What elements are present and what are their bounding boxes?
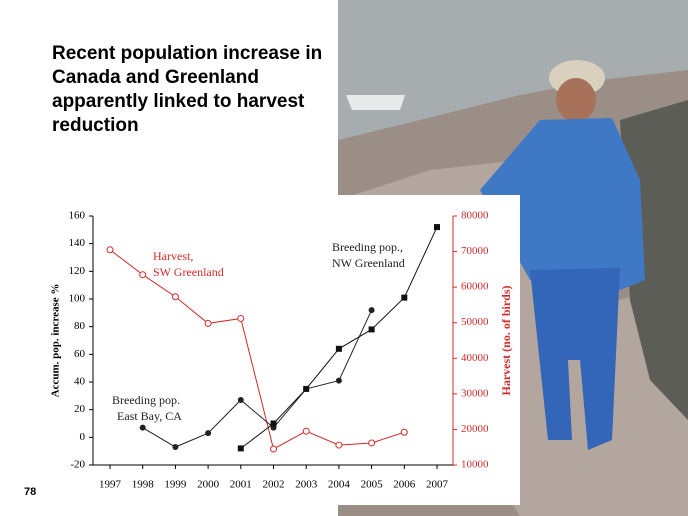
photo-jacket: [480, 118, 645, 290]
y2-tick-label: 30000: [461, 387, 489, 399]
data-point: [368, 307, 375, 314]
title-line: reduction: [52, 115, 139, 136]
data-point: [368, 326, 375, 333]
x-tick-label: 1998: [132, 479, 155, 491]
data-point: [368, 439, 376, 447]
y-tick-label: 60: [74, 348, 86, 360]
series-line: [142, 309, 373, 448]
y-tick-label: 100: [69, 293, 86, 305]
y-tick-label: 20: [74, 403, 86, 415]
data-point: [270, 420, 277, 427]
data-point: [237, 314, 245, 322]
title-line: Recent population increase in: [52, 43, 322, 64]
y2-axis-label: Harvest (no. of birds): [499, 286, 513, 396]
y-tick-label: 160: [69, 210, 86, 222]
chart-background: [35, 195, 520, 505]
y-tick-label: 120: [69, 265, 86, 277]
title-line: Canada and Greenland: [52, 67, 259, 88]
data-point: [171, 293, 179, 301]
title-line: apparently linked to harvest: [52, 91, 305, 112]
x-tick-label: 2000: [197, 479, 220, 491]
y2-tick-label: 80000: [461, 210, 489, 222]
x-tick-label: 2003: [295, 479, 318, 491]
y-tick-label: 80: [74, 320, 86, 332]
data-point: [302, 427, 310, 435]
data-point: [237, 396, 244, 403]
photo-trousers: [530, 268, 620, 450]
photo-boat: [346, 95, 405, 110]
annotation: Breeding pop.: [112, 393, 180, 407]
slide-title: Recent population increase in Canada and …: [52, 43, 322, 136]
data-point: [335, 377, 342, 384]
annotation: Harvest,: [153, 249, 193, 263]
y2-tick-label: 70000: [461, 245, 489, 257]
data-point: [270, 445, 277, 453]
data-point: [335, 441, 343, 449]
x-tick-label: 2005: [361, 479, 384, 491]
y2-tick-label: 20000: [461, 423, 489, 435]
annotation: Breeding pop.,: [332, 240, 403, 254]
x-tick-label: 2002: [263, 479, 285, 491]
y-tick-label: -20: [70, 459, 85, 471]
y2-tick-label: 10000: [461, 459, 489, 471]
y2-tick-label: 50000: [461, 316, 489, 328]
y2-tick-label: 40000: [461, 352, 489, 364]
data-point: [237, 445, 244, 452]
chart: -20 0 20 40 60 80 100 120 140 160 10000 20000 30000 4…: [50, 210, 513, 491]
x-tick-label: 2004: [328, 479, 351, 491]
annotation: NW Greenland: [332, 256, 405, 270]
photo-face: [556, 78, 596, 122]
data-point: [335, 345, 342, 352]
data-point: [303, 385, 310, 392]
x-tick-label: 1999: [164, 479, 187, 491]
data-point: [400, 428, 408, 436]
y-tick-label: 140: [69, 237, 86, 249]
x-tick-label: 1997: [99, 479, 122, 491]
annotation: SW Greenland: [153, 265, 224, 279]
series-line: [109, 249, 405, 450]
x-tick-label: 2007: [426, 479, 449, 491]
data-point: [205, 430, 212, 437]
y2-tick-label: 60000: [461, 281, 489, 293]
data-point: [172, 444, 179, 451]
x-tick-label: 2006: [393, 479, 416, 491]
y-axis-label: Accum. pop. increase %: [50, 284, 62, 398]
data-point: [401, 294, 408, 301]
y-tick-label: 0: [80, 431, 86, 443]
data-point: [434, 224, 440, 231]
data-point: [106, 246, 114, 254]
data-point: [204, 319, 212, 327]
y-tick-label: 40: [74, 376, 86, 388]
annotation: East Bay, CA: [117, 409, 182, 423]
page-number: 78: [24, 486, 36, 498]
data-point: [139, 424, 146, 431]
data-point: [139, 271, 147, 279]
x-tick-label: 2001: [230, 479, 252, 491]
